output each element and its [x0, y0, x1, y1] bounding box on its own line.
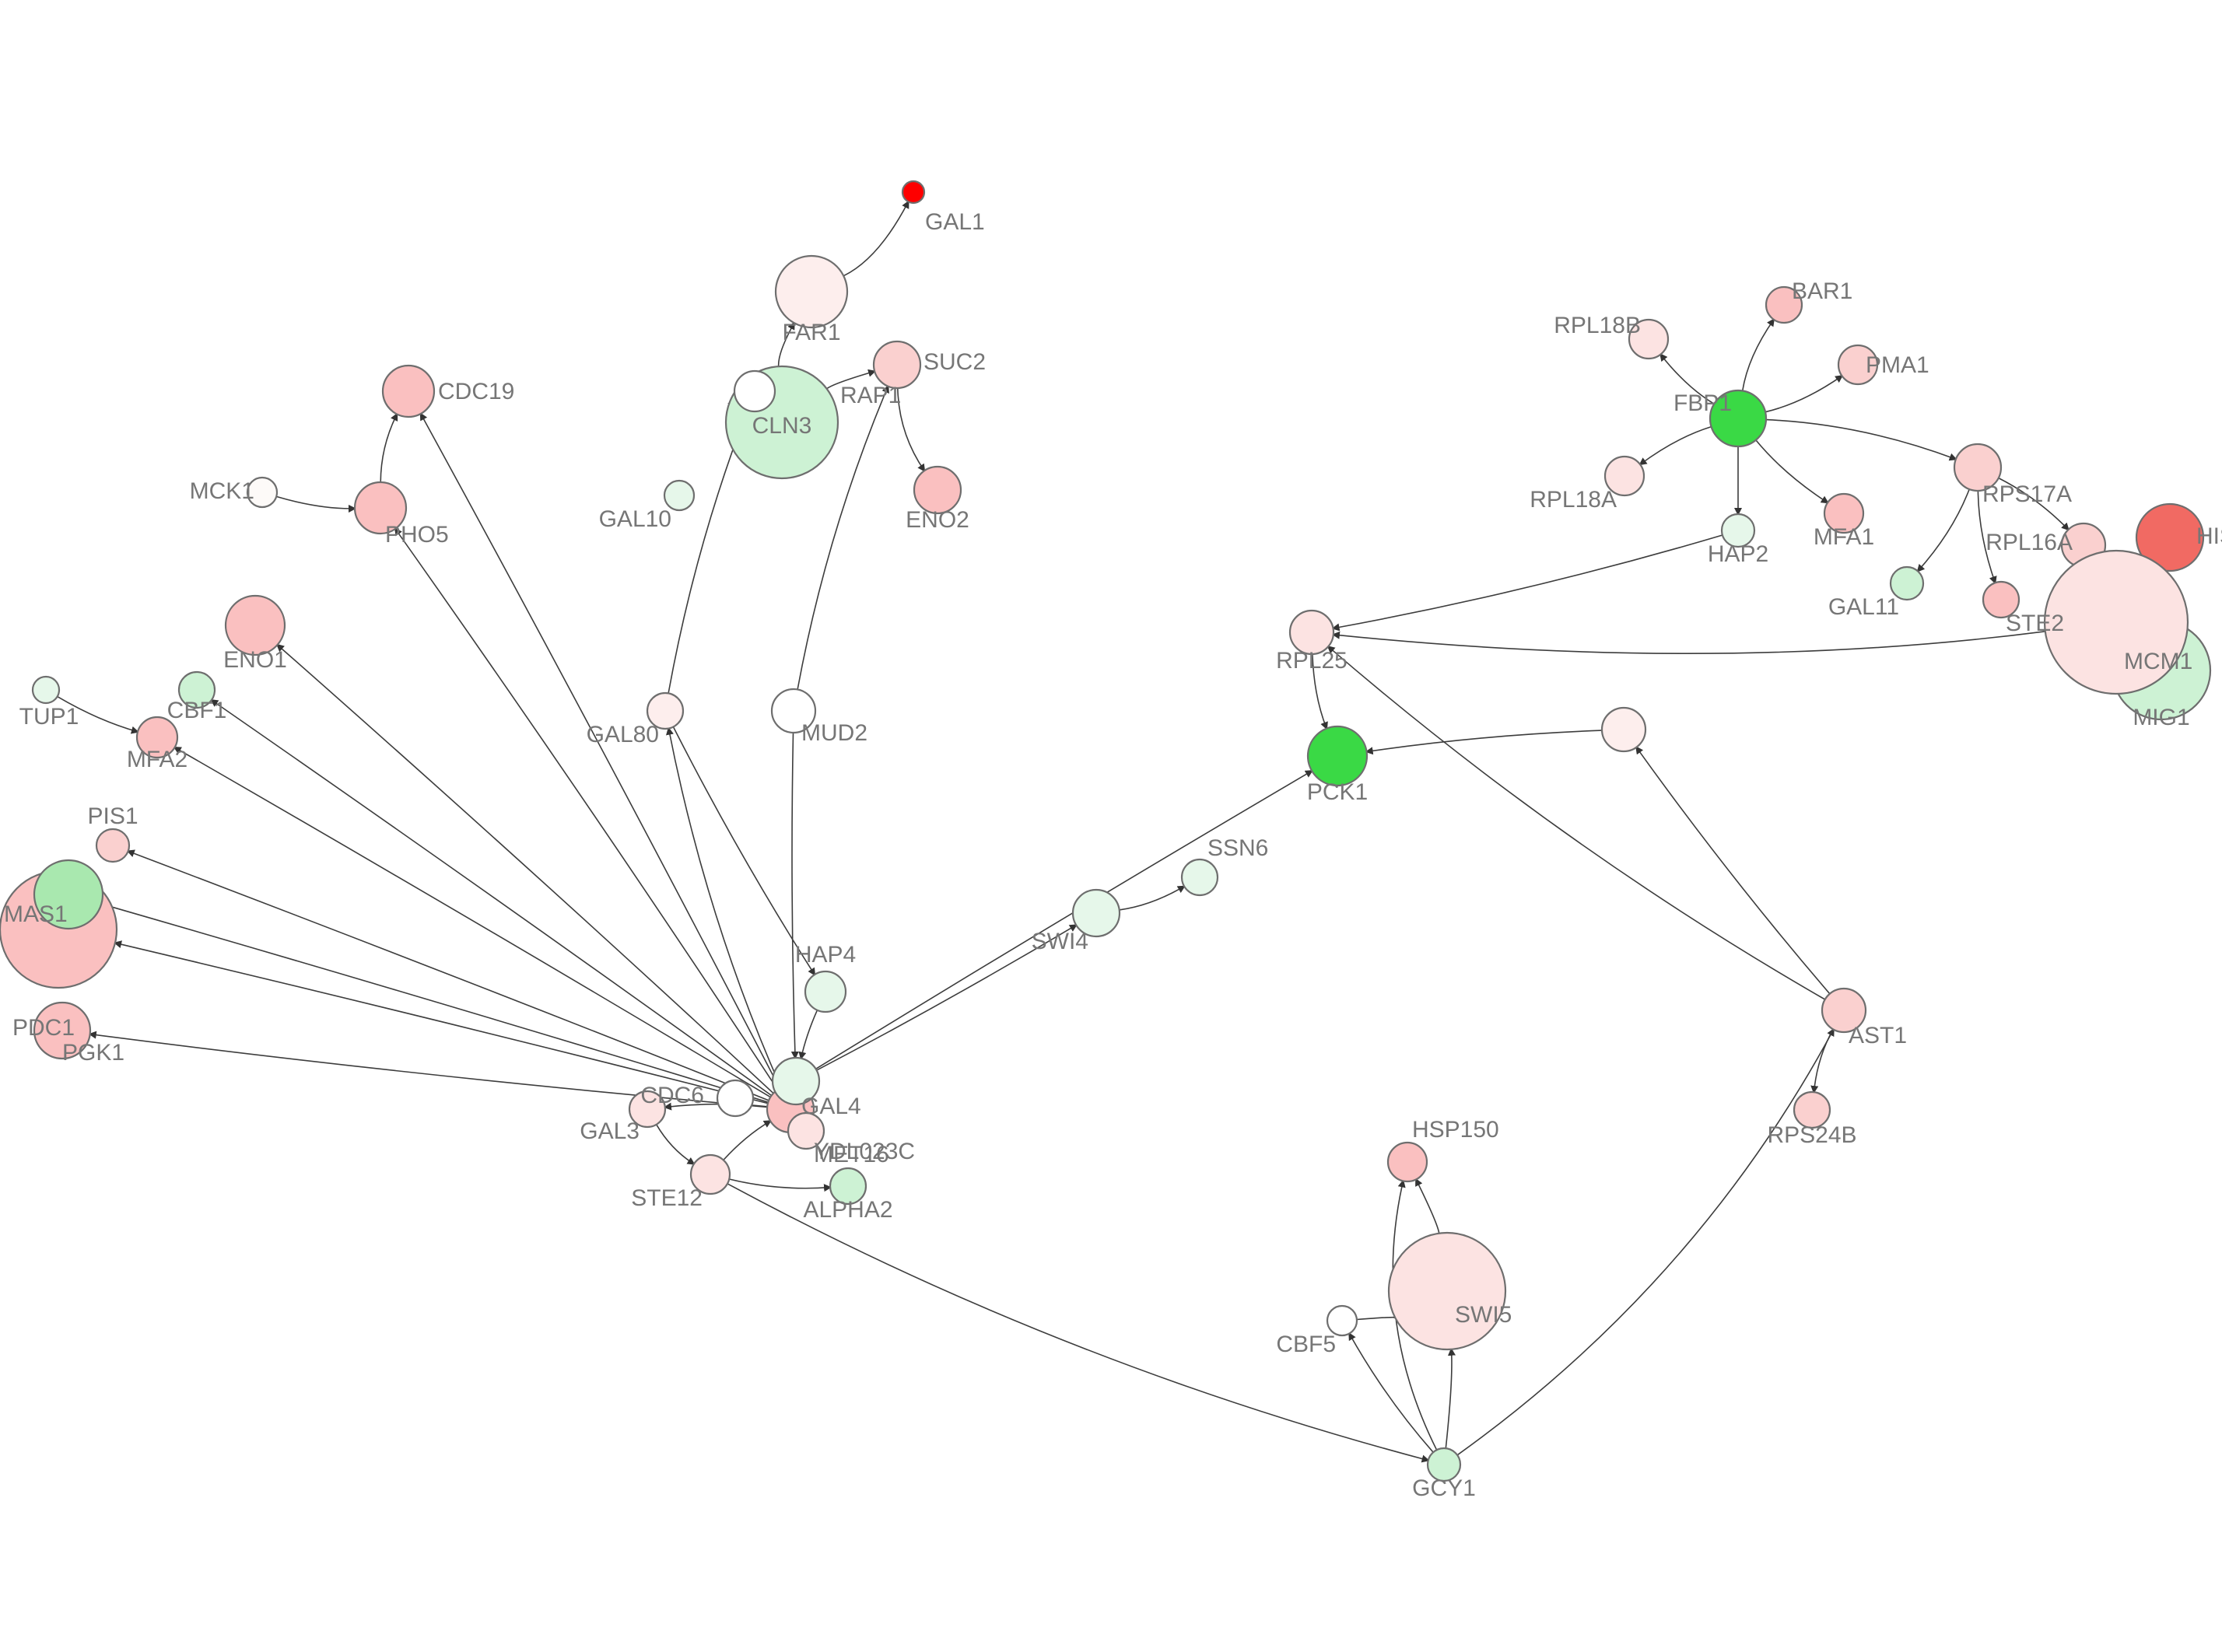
- svg-text:GAL11: GAL11: [1828, 594, 1899, 620]
- svg-text:MAS1: MAS1: [4, 901, 68, 927]
- svg-text:GAL1: GAL1: [925, 209, 985, 235]
- svg-text:SWI4: SWI4: [1032, 929, 1088, 954]
- svg-text:PMA1: PMA1: [1866, 352, 1929, 378]
- svg-text:CDC19: CDC19: [438, 379, 514, 404]
- svg-text:GAL10: GAL10: [599, 506, 671, 532]
- svg-text:SWI5: SWI5: [1455, 1302, 1512, 1328]
- svg-text:RPL25: RPL25: [1276, 648, 1348, 674]
- svg-text:RPL18A: RPL18A: [1530, 487, 1617, 513]
- svg-text:GAL80: GAL80: [587, 722, 659, 747]
- svg-text:FBP1: FBP1: [1674, 390, 1732, 416]
- svg-text:MFA1: MFA1: [1814, 524, 1874, 550]
- svg-text:MCK1: MCK1: [190, 478, 254, 504]
- svg-text:RPS17A: RPS17A: [1982, 481, 2072, 507]
- svg-text:GCY1: GCY1: [1412, 1475, 1476, 1501]
- svg-text:CBF5: CBF5: [1276, 1332, 1336, 1357]
- svg-text:PGK1: PGK1: [62, 1040, 124, 1066]
- svg-text:GAL3: GAL3: [580, 1118, 640, 1144]
- svg-text:RPL18B: RPL18B: [1554, 313, 1641, 338]
- svg-text:FAR1: FAR1: [782, 320, 840, 345]
- svg-text:CLN3: CLN3: [752, 413, 812, 439]
- svg-text:CDC6: CDC6: [640, 1083, 704, 1108]
- svg-text:SSN6: SSN6: [1207, 835, 1268, 861]
- svg-text:PIS1: PIS1: [87, 803, 138, 829]
- svg-text:RAP1: RAP1: [840, 383, 901, 408]
- svg-text:HSP150: HSP150: [1412, 1117, 1499, 1143]
- svg-text:PCK1: PCK1: [1307, 779, 1368, 805]
- svg-text:STE12: STE12: [631, 1185, 703, 1211]
- svg-text:CBF1: CBF1: [167, 698, 227, 723]
- svg-text:HAP4: HAP4: [795, 942, 856, 968]
- svg-text:MCM1: MCM1: [2124, 649, 2192, 674]
- svg-text:GAL4: GAL4: [801, 1094, 861, 1119]
- svg-text:MUD2: MUD2: [801, 720, 867, 746]
- svg-text:MET16: MET16: [814, 1142, 889, 1167]
- svg-text:RPS24B: RPS24B: [1767, 1122, 1856, 1148]
- svg-text:HIS4: HIS4: [2196, 523, 2222, 549]
- svg-text:SUC2: SUC2: [923, 349, 986, 375]
- svg-text:MIG1: MIG1: [2133, 705, 2189, 730]
- svg-text:PHO5: PHO5: [385, 522, 449, 548]
- svg-text:BAR1: BAR1: [1792, 278, 1852, 304]
- svg-text:TUP1: TUP1: [19, 704, 79, 730]
- svg-text:MFA2: MFA2: [127, 747, 188, 772]
- svg-text:ENO2: ENO2: [906, 507, 969, 533]
- svg-text:AST1: AST1: [1849, 1023, 1907, 1048]
- svg-text:HAP2: HAP2: [1708, 541, 1768, 567]
- svg-text:RPL16A: RPL16A: [1985, 530, 2073, 555]
- svg-text:STE2: STE2: [2006, 611, 2064, 636]
- svg-text:ENO1: ENO1: [223, 647, 287, 673]
- svg-text:ALPHA2: ALPHA2: [803, 1197, 892, 1223]
- svg-text:PDC1: PDC1: [12, 1015, 75, 1041]
